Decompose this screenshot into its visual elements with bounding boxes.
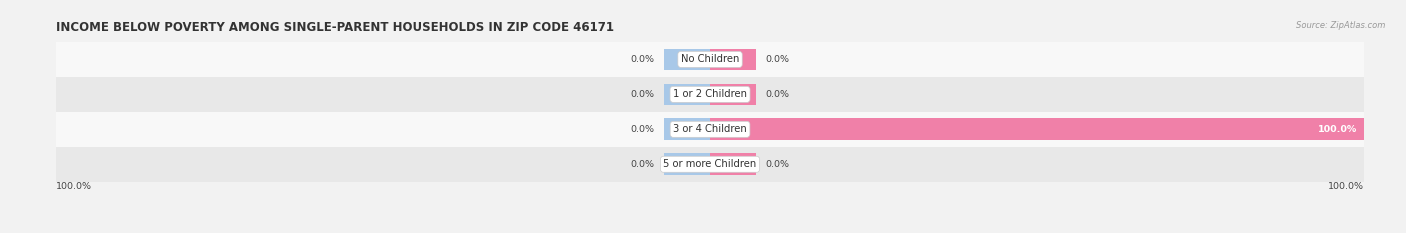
- Text: INCOME BELOW POVERTY AMONG SINGLE-PARENT HOUSEHOLDS IN ZIP CODE 46171: INCOME BELOW POVERTY AMONG SINGLE-PARENT…: [56, 21, 614, 34]
- Bar: [56, 42, 1364, 77]
- Text: 0.0%: 0.0%: [766, 55, 790, 64]
- Bar: [710, 49, 756, 70]
- Text: 3 or 4 Children: 3 or 4 Children: [673, 124, 747, 134]
- Text: 100.0%: 100.0%: [1317, 125, 1357, 134]
- Text: 5 or more Children: 5 or more Children: [664, 159, 756, 169]
- Text: 0.0%: 0.0%: [630, 160, 654, 169]
- Bar: [664, 49, 710, 70]
- Text: 0.0%: 0.0%: [766, 90, 790, 99]
- Text: 100.0%: 100.0%: [1327, 182, 1364, 191]
- Legend: Single Father, Single Mother: Single Father, Single Mother: [619, 232, 801, 233]
- Bar: [664, 154, 710, 175]
- Text: 0.0%: 0.0%: [630, 125, 654, 134]
- Bar: [710, 154, 756, 175]
- Text: 0.0%: 0.0%: [766, 160, 790, 169]
- Bar: [56, 147, 1364, 182]
- Bar: [710, 84, 756, 105]
- Bar: [56, 112, 1364, 147]
- Bar: [664, 84, 710, 105]
- Bar: [664, 118, 710, 140]
- Text: 0.0%: 0.0%: [630, 90, 654, 99]
- Text: 1 or 2 Children: 1 or 2 Children: [673, 89, 747, 99]
- Bar: [710, 118, 1364, 140]
- Text: 100.0%: 100.0%: [56, 182, 93, 191]
- Text: 0.0%: 0.0%: [630, 55, 654, 64]
- Bar: [56, 77, 1364, 112]
- Text: No Children: No Children: [681, 55, 740, 64]
- Text: Source: ZipAtlas.com: Source: ZipAtlas.com: [1295, 21, 1385, 30]
